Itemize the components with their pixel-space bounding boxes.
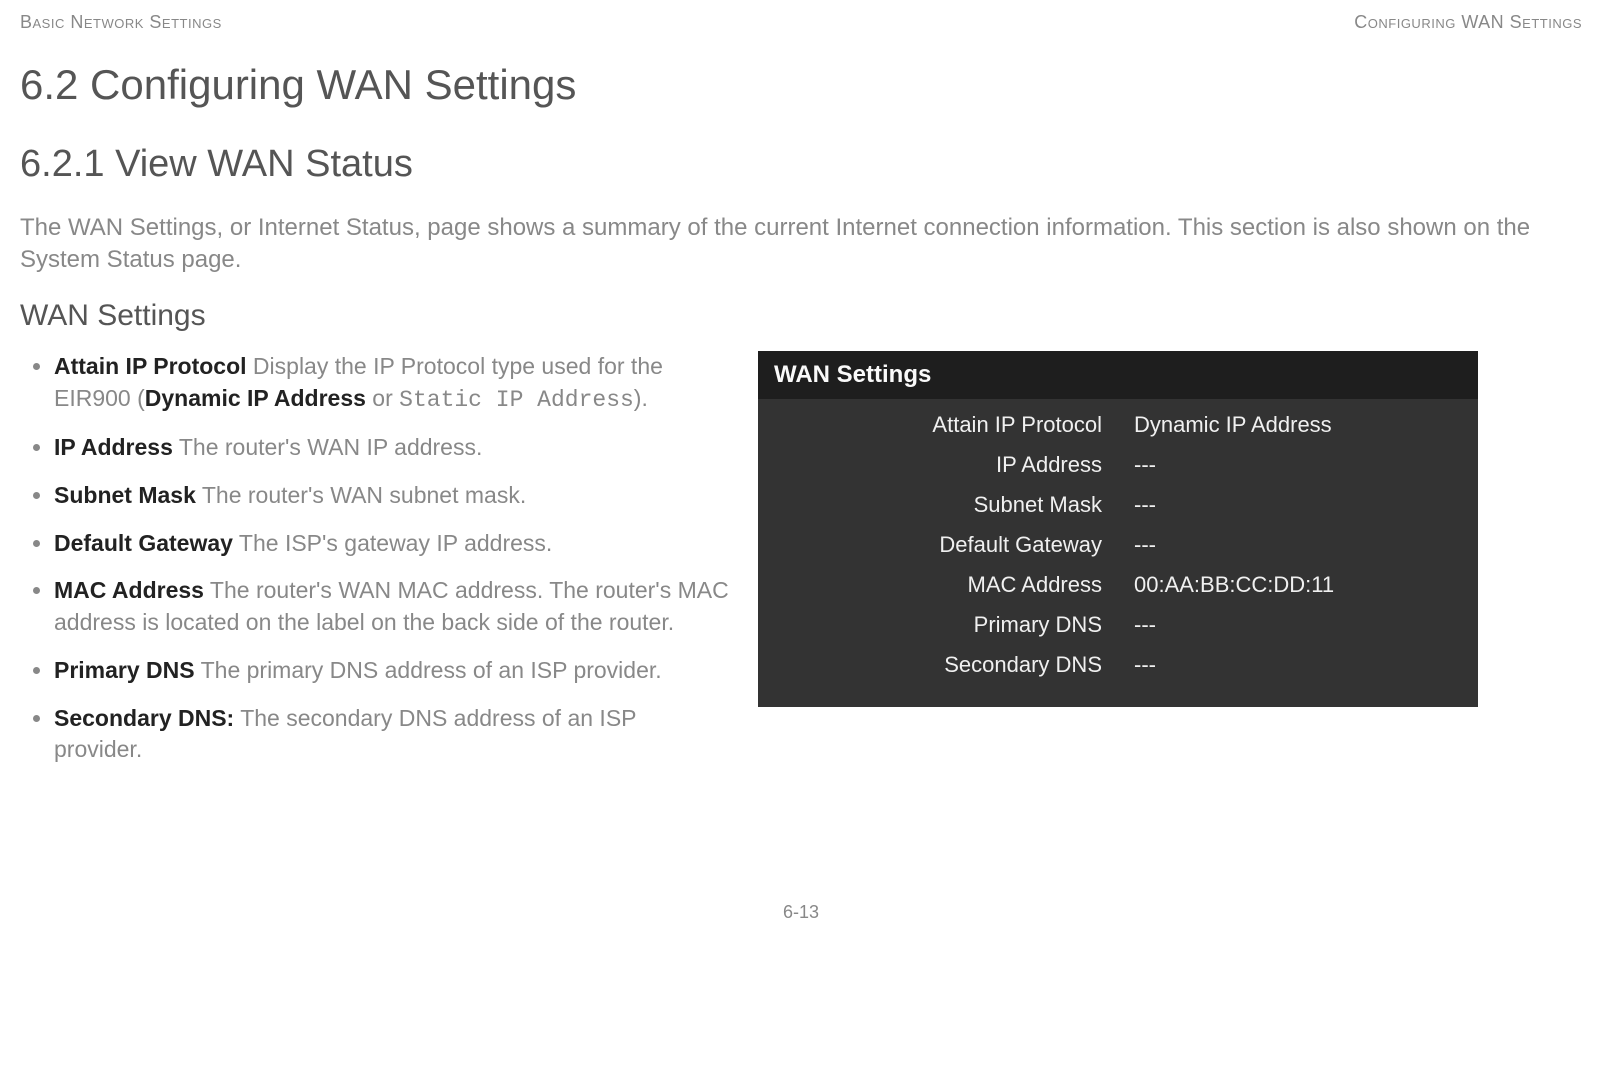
list-item: Secondary DNS: The secondary DNS address… [54, 703, 730, 766]
list-item: Primary DNS The primary DNS address of a… [54, 655, 730, 687]
bullet-term: Default Gateway [54, 530, 233, 556]
bullet-text: The ISP's gateway IP address. [233, 530, 552, 556]
row-label: Primary DNS [758, 605, 1118, 645]
table-row: Default Gateway --- [758, 525, 1478, 565]
content-row: Attain IP Protocol Display the IP Protoc… [20, 351, 1582, 782]
subsection-heading: 6.2.1 View WAN Status [20, 143, 1582, 186]
section-heading: 6.2 Configuring WAN Settings [20, 61, 1582, 109]
bullet-term: Subnet Mask [54, 482, 196, 508]
wan-panel-table: Attain IP Protocol Dynamic IP Address IP… [758, 405, 1478, 685]
wan-settings-bullets: Attain IP Protocol Display the IP Protoc… [20, 351, 730, 782]
table-row: Primary DNS --- [758, 605, 1478, 645]
row-value: 00:AA:BB:CC:DD:11 [1118, 565, 1478, 605]
list-item: IP Address The router's WAN IP address. [54, 432, 730, 464]
header-left: Basic Network Settings [20, 12, 222, 33]
row-value: --- [1118, 525, 1478, 565]
bullet-bold-inline: Dynamic IP Address [145, 385, 366, 411]
header-right: Configuring WAN Settings [1354, 12, 1582, 33]
bullet-text: The primary DNS address of an ISP provid… [195, 657, 662, 683]
list-item: Attain IP Protocol Display the IP Protoc… [54, 351, 730, 416]
page-number: 6-13 [20, 902, 1582, 923]
bullet-text: or [366, 385, 399, 411]
bullet-term: Primary DNS [54, 657, 195, 683]
row-value: --- [1118, 445, 1478, 485]
bullet-mono: Static IP Address [399, 387, 634, 413]
bullet-text: The router's WAN subnet mask. [196, 482, 526, 508]
row-label: Attain IP Protocol [758, 405, 1118, 445]
table-row: Secondary DNS --- [758, 645, 1478, 685]
bullet-term: IP Address [54, 434, 173, 460]
row-label: IP Address [758, 445, 1118, 485]
table-row: Attain IP Protocol Dynamic IP Address [758, 405, 1478, 445]
page-headers: Basic Network Settings Configuring WAN S… [20, 12, 1582, 33]
bullet-term: Attain IP Protocol [54, 353, 247, 379]
row-label: Default Gateway [758, 525, 1118, 565]
intro-paragraph: The WAN Settings, or Internet Status, pa… [20, 212, 1580, 277]
bullet-term: MAC Address [54, 577, 204, 603]
row-value: --- [1118, 485, 1478, 525]
row-label: Subnet Mask [758, 485, 1118, 525]
row-label: Secondary DNS [758, 645, 1118, 685]
list-item: Default Gateway The ISP's gateway IP add… [54, 528, 730, 560]
row-value: Dynamic IP Address [1118, 405, 1478, 445]
row-value: --- [1118, 605, 1478, 645]
list-item: Subnet Mask The router's WAN subnet mask… [54, 480, 730, 512]
bullet-text: ). [634, 385, 648, 411]
table-row: MAC Address 00:AA:BB:CC:DD:11 [758, 565, 1478, 605]
table-row: Subnet Mask --- [758, 485, 1478, 525]
wan-settings-panel: WAN Settings Attain IP Protocol Dynamic … [758, 351, 1478, 707]
bullet-text: The router's WAN IP address. [173, 434, 482, 460]
wan-panel-title: WAN Settings [758, 351, 1478, 399]
row-value: --- [1118, 645, 1478, 685]
bullet-term: Secondary DNS: [54, 705, 234, 731]
row-label: MAC Address [758, 565, 1118, 605]
list-item: MAC Address The router's WAN MAC address… [54, 575, 730, 638]
wan-settings-heading: WAN Settings [20, 299, 1582, 333]
table-row: IP Address --- [758, 445, 1478, 485]
